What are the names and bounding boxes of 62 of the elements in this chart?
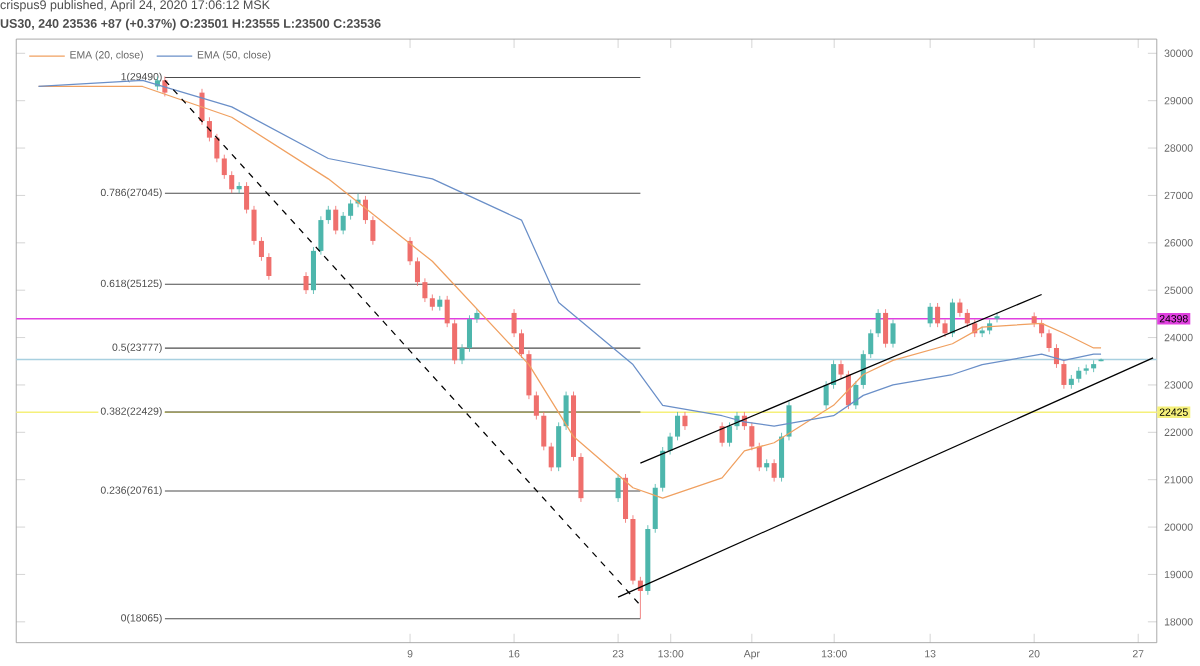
candlestick	[727, 421, 733, 447]
candlestick	[860, 349, 866, 390]
candlestick	[1061, 359, 1067, 390]
candlestick	[318, 215, 324, 255]
candlestick	[779, 432, 785, 482]
candlestick	[459, 343, 465, 365]
candlestick	[533, 391, 539, 420]
candlestick	[526, 349, 532, 400]
candlestick	[244, 181, 250, 214]
candlestick	[1046, 328, 1052, 353]
candlestick	[229, 170, 235, 194]
candlestick	[786, 400, 792, 441]
candlestick	[935, 302, 941, 328]
candlestick	[838, 359, 844, 379]
candlestick	[823, 380, 829, 410]
candlestick	[221, 154, 227, 180]
candlestick	[831, 359, 837, 390]
candlestick	[414, 256, 420, 287]
candlestick	[214, 133, 220, 163]
candlestick	[370, 215, 376, 246]
candlestick	[452, 319, 458, 365]
candlestick	[749, 421, 755, 451]
candlestick	[474, 308, 480, 324]
candlestick	[556, 421, 562, 472]
candlestick	[675, 411, 681, 441]
candlestick	[667, 432, 673, 455]
candlestick	[310, 246, 316, 295]
candlestick	[303, 271, 309, 295]
candlestick	[206, 116, 212, 142]
candlestick	[563, 391, 569, 431]
candlestick	[883, 308, 889, 348]
candlestick	[444, 295, 450, 328]
candlestick	[258, 236, 264, 262]
candlestick	[548, 442, 554, 472]
candlestick	[964, 308, 970, 328]
candlestick	[756, 442, 762, 472]
candlestick	[348, 199, 354, 220]
candlestick	[719, 421, 725, 447]
candlestick	[511, 308, 517, 338]
candlestick	[771, 458, 777, 482]
candlestick	[927, 302, 933, 328]
candlestick	[949, 298, 955, 338]
candlestick	[251, 205, 257, 246]
candlestick	[623, 473, 629, 524]
candlestick	[333, 205, 339, 235]
candlestick	[615, 473, 621, 503]
candlestick	[340, 211, 346, 235]
candlestick	[652, 483, 658, 534]
candlestick	[422, 277, 428, 303]
candlestick	[868, 328, 874, 359]
candlestick	[660, 446, 666, 492]
candlestick	[466, 314, 473, 353]
candlestick	[994, 311, 1000, 323]
candlestick	[875, 308, 881, 338]
candlestick	[325, 205, 331, 225]
candlestick	[518, 328, 525, 359]
candlestick	[266, 252, 272, 281]
candlestick	[890, 319, 896, 348]
candlestick	[578, 452, 584, 503]
candlestick	[541, 411, 547, 451]
candlestick	[957, 298, 963, 318]
candlestick	[682, 411, 688, 431]
